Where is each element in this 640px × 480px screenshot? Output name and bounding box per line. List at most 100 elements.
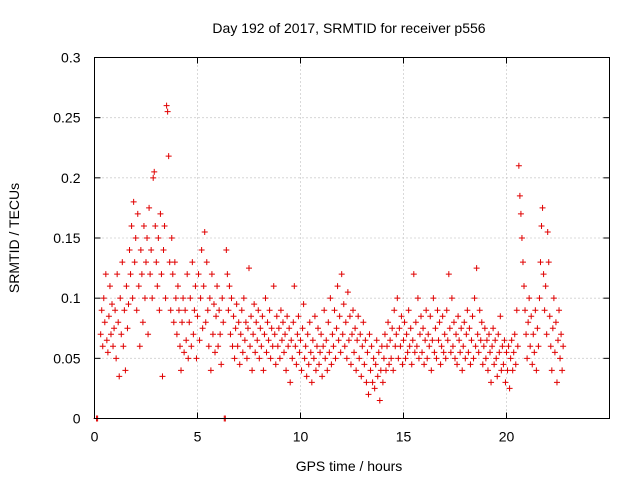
data-point [264, 319, 271, 326]
data-point [97, 331, 104, 338]
data-point [481, 325, 488, 332]
data-point [218, 361, 225, 368]
data-point [483, 337, 490, 344]
data-point [430, 295, 437, 302]
data-point [132, 235, 139, 241]
data-point [274, 343, 281, 350]
data-point [169, 271, 176, 278]
data-point [440, 349, 447, 356]
y-tick-label: 0.25 [53, 110, 80, 126]
data-point [171, 259, 178, 266]
data-point [431, 349, 438, 356]
data-point [319, 373, 326, 380]
data-point [370, 355, 377, 362]
data-point [207, 367, 214, 374]
data-point [385, 319, 392, 326]
data-point [284, 313, 291, 320]
data-point [502, 379, 509, 386]
data-point [237, 331, 244, 338]
data-point [234, 343, 241, 350]
data-point [372, 361, 379, 368]
data-point [295, 313, 302, 320]
data-point [349, 331, 355, 338]
data-point [544, 228, 551, 235]
data-point [189, 259, 196, 266]
data-point [292, 343, 299, 350]
data-point [492, 337, 499, 344]
data-point [179, 319, 186, 326]
data-point [338, 271, 345, 278]
data-point [135, 283, 142, 290]
data-point [308, 379, 315, 386]
data-point [366, 331, 373, 338]
data-point [248, 313, 255, 320]
data-point [213, 313, 220, 320]
data-point [101, 319, 108, 326]
data-point [116, 373, 123, 380]
data-point [477, 337, 484, 344]
x-axis-label: GPS time / hours [296, 458, 403, 474]
data-point [422, 337, 429, 344]
data-point [250, 331, 257, 338]
data-point [559, 367, 566, 374]
data-point [458, 325, 465, 332]
data-point [300, 301, 307, 308]
data-point [527, 343, 534, 350]
data-point [128, 222, 135, 229]
data-point [146, 204, 153, 211]
data-point [355, 313, 362, 320]
data-point [406, 343, 413, 350]
data-point [529, 361, 536, 368]
data-point [277, 307, 284, 314]
data-point [99, 343, 106, 350]
data-point [173, 331, 180, 338]
data-point [298, 367, 305, 374]
data-point [496, 349, 503, 356]
data-point [558, 331, 565, 338]
data-point [448, 295, 455, 302]
data-point [318, 331, 325, 338]
data-point [489, 343, 496, 350]
data-point [227, 331, 234, 338]
data-point [455, 313, 462, 320]
data-point [109, 301, 116, 308]
data-point [275, 325, 282, 332]
data-point [305, 361, 312, 368]
data-point [437, 361, 444, 368]
data-point [470, 355, 477, 362]
data-point [129, 295, 136, 302]
data-point [503, 349, 510, 356]
data-point [123, 283, 130, 290]
data-point [555, 337, 561, 344]
data-point [429, 337, 436, 344]
data-point [364, 349, 371, 356]
data-point [312, 367, 319, 374]
data-point [391, 307, 398, 314]
data-point [515, 162, 522, 169]
data-point [450, 319, 457, 326]
data-point [505, 343, 512, 350]
data-point [205, 343, 212, 350]
data-point [453, 331, 460, 338]
data-point [307, 349, 314, 356]
data-point [246, 265, 252, 272]
data-point [439, 313, 446, 320]
data-point [306, 319, 313, 326]
data-point [341, 343, 348, 350]
plot-frame [94, 57, 610, 419]
data-point [331, 307, 338, 314]
data-point [541, 307, 548, 314]
data-point [130, 198, 137, 205]
data-point [236, 361, 243, 368]
data-point [466, 325, 473, 332]
data-point [560, 343, 567, 350]
data-point [388, 355, 395, 362]
data-point [467, 361, 474, 368]
data-point [375, 349, 382, 356]
data-point [181, 349, 188, 356]
data-point [310, 355, 317, 362]
data-point [160, 247, 167, 254]
x-tick-label: 0 [91, 429, 99, 445]
data-point [445, 271, 452, 278]
